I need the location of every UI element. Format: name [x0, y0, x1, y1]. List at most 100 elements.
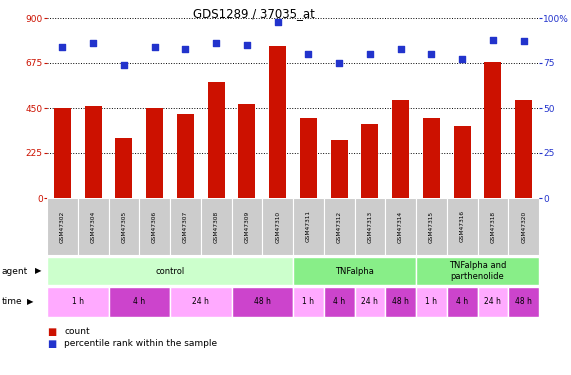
Text: GSM47306: GSM47306	[152, 210, 157, 243]
Text: GSM47304: GSM47304	[91, 210, 95, 243]
Bar	[423, 118, 440, 198]
Bar	[201, 198, 231, 255]
Point	[273, 19, 282, 25]
Point	[119, 62, 128, 68]
Bar	[416, 257, 539, 285]
Text: time: time	[2, 297, 22, 306]
Bar	[355, 198, 385, 255]
Bar	[508, 198, 539, 255]
Text: 48 h: 48 h	[515, 297, 532, 306]
Text: ▶: ▶	[27, 297, 34, 306]
Bar	[477, 287, 508, 317]
Text: 24 h: 24 h	[192, 297, 209, 306]
Text: ■: ■	[47, 339, 57, 349]
Text: GSM47308: GSM47308	[214, 210, 219, 243]
Point	[488, 37, 497, 43]
Text: GSM47320: GSM47320	[521, 210, 526, 243]
Bar	[392, 100, 409, 198]
Bar	[231, 198, 262, 255]
Text: 4 h: 4 h	[333, 297, 345, 306]
Bar	[54, 108, 71, 198]
Point	[396, 46, 405, 52]
Bar	[239, 104, 255, 198]
Bar	[170, 287, 231, 317]
Text: GSM47307: GSM47307	[183, 210, 188, 243]
Text: TNFalpha and
parthenolide: TNFalpha and parthenolide	[449, 261, 506, 281]
Text: 4 h: 4 h	[456, 297, 468, 306]
Bar	[231, 287, 293, 317]
Bar	[47, 257, 293, 285]
Text: 24 h: 24 h	[361, 297, 379, 306]
Text: ▶: ▶	[35, 267, 42, 276]
Bar	[385, 287, 416, 317]
Bar	[385, 198, 416, 255]
Bar	[146, 108, 163, 198]
Bar	[324, 198, 355, 255]
Text: agent: agent	[2, 267, 28, 276]
Bar	[508, 287, 539, 317]
Bar	[324, 287, 355, 317]
Bar	[108, 287, 170, 317]
Text: GSM47302: GSM47302	[60, 210, 65, 243]
Bar	[78, 198, 108, 255]
Text: TNFalpha: TNFalpha	[335, 267, 374, 276]
Text: 48 h: 48 h	[254, 297, 271, 306]
Point	[242, 42, 251, 48]
Text: GSM47315: GSM47315	[429, 210, 434, 243]
Text: GSM47316: GSM47316	[460, 210, 465, 243]
Text: 1 h: 1 h	[303, 297, 315, 306]
Point	[335, 60, 344, 66]
Bar	[208, 82, 224, 198]
Point	[365, 51, 375, 57]
Bar	[139, 198, 170, 255]
Text: ■: ■	[47, 327, 57, 337]
Bar	[355, 287, 385, 317]
Text: GSM47311: GSM47311	[306, 210, 311, 243]
Bar	[331, 140, 348, 198]
Point	[181, 46, 190, 52]
Bar	[515, 100, 532, 198]
Bar	[477, 198, 508, 255]
Text: GSM47314: GSM47314	[398, 210, 403, 243]
Point	[304, 51, 313, 57]
Bar	[115, 138, 132, 198]
Text: count: count	[64, 327, 90, 336]
Bar	[293, 257, 416, 285]
Text: GDS1289 / 37035_at: GDS1289 / 37035_at	[192, 8, 315, 21]
Bar	[170, 198, 201, 255]
Bar	[293, 287, 324, 317]
Text: GSM47318: GSM47318	[490, 210, 496, 243]
Bar	[108, 198, 139, 255]
Point	[58, 44, 67, 50]
Bar	[47, 198, 78, 255]
Text: 24 h: 24 h	[484, 297, 501, 306]
Bar	[416, 287, 447, 317]
Text: GSM47310: GSM47310	[275, 210, 280, 243]
Point	[89, 40, 98, 46]
Text: 1 h: 1 h	[72, 297, 84, 306]
Text: 48 h: 48 h	[392, 297, 409, 306]
Bar	[484, 62, 501, 198]
Bar	[177, 114, 194, 198]
Text: control: control	[155, 267, 184, 276]
Text: GSM47305: GSM47305	[122, 210, 126, 243]
Bar	[300, 118, 317, 198]
Bar	[262, 198, 293, 255]
Bar	[447, 198, 477, 255]
Bar	[293, 198, 324, 255]
Text: 4 h: 4 h	[133, 297, 145, 306]
Bar	[447, 287, 477, 317]
Point	[519, 38, 528, 44]
Point	[212, 40, 221, 46]
Bar	[454, 126, 471, 198]
Text: GSM47312: GSM47312	[337, 210, 341, 243]
Bar	[85, 106, 102, 198]
Bar	[416, 198, 447, 255]
Point	[457, 56, 467, 62]
Point	[427, 51, 436, 57]
Bar	[361, 124, 379, 198]
Point	[150, 44, 159, 50]
Text: 1 h: 1 h	[425, 297, 437, 306]
Bar	[269, 46, 286, 198]
Text: GSM47313: GSM47313	[367, 210, 372, 243]
